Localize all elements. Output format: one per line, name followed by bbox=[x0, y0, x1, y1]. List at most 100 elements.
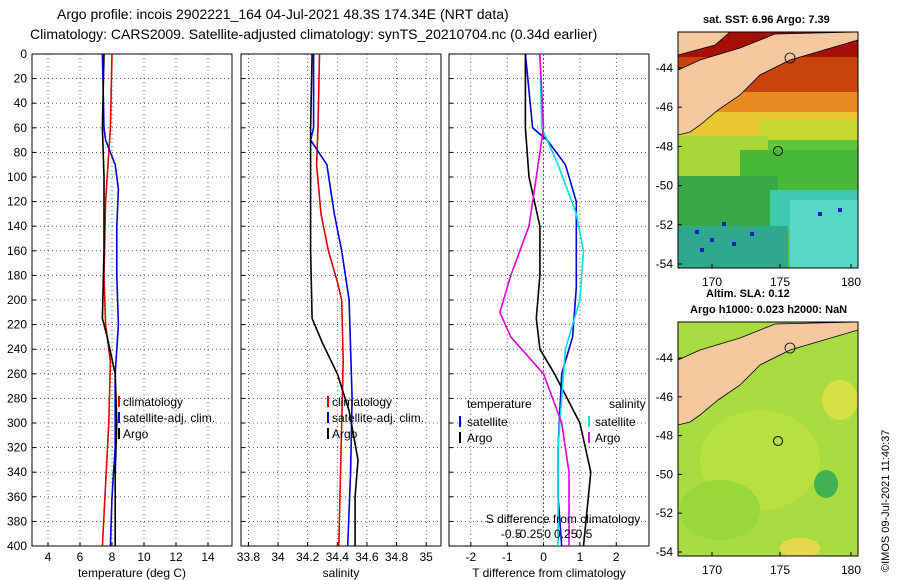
imos-credit: ©IMOS 09-Jul-2021 11:40:37 bbox=[880, 430, 892, 572]
top-map-lon-label: 175 bbox=[770, 275, 790, 289]
depth-tick-label: 140 bbox=[7, 219, 27, 233]
temperature-legend-label: satellite-adj. clim. bbox=[123, 411, 215, 425]
salinity-xtick-label: 34.6 bbox=[355, 550, 379, 564]
depth-tick-label: 60 bbox=[14, 121, 28, 135]
salinity-xtick-label: 34.4 bbox=[326, 550, 350, 564]
temperature-xtick-label: 4 bbox=[45, 550, 52, 564]
depth-tick-label: 380 bbox=[7, 514, 27, 528]
depth-tick-label: 300 bbox=[7, 416, 27, 430]
depth-tick-label: 340 bbox=[7, 465, 27, 479]
temperature-series-satellite bbox=[101, 53, 120, 547]
depth-tick-label: 200 bbox=[7, 293, 27, 307]
salinity-legend-label: Argo bbox=[332, 427, 358, 441]
sla-map-title: Altim. SLA: 0.12 bbox=[706, 288, 790, 300]
bottom-map-lon-label: 170 bbox=[702, 563, 722, 577]
top-map-lat-label: -48 bbox=[656, 139, 674, 153]
top-map-lon-label: 170 bbox=[702, 275, 722, 289]
depth-tick-label: 180 bbox=[7, 268, 27, 282]
depth-tick-label: 280 bbox=[7, 391, 27, 405]
difference-xtick-label: 0 bbox=[540, 550, 547, 564]
depth-tick-label: 160 bbox=[7, 244, 27, 258]
bottom-map-lon-label: 180 bbox=[841, 563, 861, 577]
sst-map-axis-labels: -44 -46 -48 -50 -52 -54 170 175 180 bbox=[656, 61, 862, 289]
bottom-map-lon-label: 175 bbox=[770, 563, 790, 577]
temperature-series-argo bbox=[101, 53, 118, 546]
salinity-xlabel: salinity bbox=[323, 566, 360, 580]
legend-salinity-title: salinity bbox=[609, 397, 646, 411]
bottom-map-lat-label: -46 bbox=[656, 390, 674, 404]
depth-tick-label: 20 bbox=[14, 72, 28, 86]
difference-series-argo bbox=[524, 54, 592, 547]
depth-tick-label: 100 bbox=[7, 170, 27, 184]
difference-xtick-label: -2 bbox=[465, 550, 476, 564]
temperature-xtick-label: 10 bbox=[137, 550, 151, 564]
chatham-island-outline-2 bbox=[784, 342, 796, 354]
salinity-legend-label: satellite-adj. clim. bbox=[332, 411, 424, 425]
temperature-xtick-label: 6 bbox=[77, 550, 84, 564]
depth-tick-label: 40 bbox=[14, 96, 28, 110]
temperature-legend-label: Argo bbox=[123, 427, 149, 441]
legend-temp-label: satellite bbox=[467, 415, 508, 429]
legend-sal-label: satellite bbox=[595, 415, 636, 429]
difference-xtick-label: 1 bbox=[577, 550, 584, 564]
bottom-map-lat-label: -52 bbox=[656, 506, 674, 520]
difference-series-sal_argo bbox=[499, 53, 570, 546]
sla-map-axis-labels: -44 -46 -48 -50 -52 -54 170 175 180 bbox=[656, 351, 862, 577]
top-map-lat-label: -50 bbox=[656, 179, 674, 193]
depth-tick-label: 220 bbox=[7, 318, 27, 332]
temperature-xtick-label: 14 bbox=[201, 550, 215, 564]
sla-map bbox=[678, 322, 858, 556]
south-island-landmass bbox=[678, 32, 858, 136]
sst-map-title: sat. SST: 6.96 Argo: 7.39 bbox=[703, 14, 830, 26]
depth-tick-label: 320 bbox=[7, 441, 27, 455]
depth-tick-label: 400 bbox=[7, 539, 27, 553]
depth-tick-label: 120 bbox=[7, 195, 27, 209]
s-diff-tick-label: -0.5 bbox=[501, 527, 522, 541]
salinity-xtick-label: 34 bbox=[271, 550, 285, 564]
cold-speckles bbox=[695, 208, 842, 252]
difference-xlabel: T difference from climatology bbox=[472, 566, 626, 580]
header-line-2: Climatology: CARS2009. Satellite-adjuste… bbox=[30, 26, 597, 42]
legend-sal-label: Argo bbox=[595, 431, 621, 445]
difference-series-sal_satellite bbox=[539, 53, 585, 546]
depth-tick-label: 80 bbox=[14, 145, 28, 159]
difference-profile-plot: -2 -1 0 1 2 T difference from climatology temp… bbox=[448, 53, 650, 580]
sla-map-frame bbox=[677, 321, 859, 557]
argo-position-marker bbox=[773, 146, 783, 156]
s-diff-tick-label: 0 bbox=[544, 527, 551, 541]
salinity-xtick-label: 35 bbox=[420, 550, 434, 564]
salinity-series-argo bbox=[309, 53, 359, 546]
depth-tick-label: 360 bbox=[7, 490, 27, 504]
legend-temperature-title: temperature bbox=[467, 397, 532, 411]
s-diff-tick-label: 0.25 bbox=[554, 527, 578, 541]
salinity-xtick-label: 34.8 bbox=[385, 550, 409, 564]
bottom-map-lat-label: -44 bbox=[656, 351, 674, 365]
sst-map bbox=[678, 32, 858, 268]
legend-temp-label: Argo bbox=[467, 431, 493, 445]
salinity-profile-plot: 33.8 34 34.2 34.4 34.6 34.8 35 salinity climatol… bbox=[237, 53, 442, 580]
top-map-lat-label: -44 bbox=[656, 61, 674, 75]
header-line-1: Argo profile: incois 2902221_164 04-Jul-… bbox=[57, 6, 509, 22]
temperature-series-climatology bbox=[101, 53, 113, 547]
south-island-landmass-2 bbox=[678, 322, 858, 426]
bottom-map-lat-label: -48 bbox=[656, 429, 674, 443]
difference-xtick-label: 2 bbox=[613, 550, 620, 564]
depth-tick-label: 260 bbox=[7, 367, 27, 381]
difference-xtick-label: -1 bbox=[502, 550, 513, 564]
depth-tick-label: 240 bbox=[7, 342, 27, 356]
temperature-profile-plot: 0 20 40 60 80 100 120 140 160 180 200 220 240 260 280 3… bbox=[7, 47, 233, 580]
top-map-lat-label: -54 bbox=[656, 257, 674, 271]
s-diff-axis-label: S difference from climatology bbox=[486, 512, 641, 526]
temperature-xtick-label: 8 bbox=[109, 550, 116, 564]
s-diff-tick-label: 0.5 bbox=[576, 527, 593, 541]
sla-map-subtitle: Argo h1000: 0.023 h2000: NaN bbox=[690, 304, 847, 316]
bottom-map-lat-label: -50 bbox=[656, 467, 674, 481]
landmass-north bbox=[678, 32, 731, 56]
top-map-lon-label: 180 bbox=[841, 275, 861, 289]
temperature-xtick-label: 12 bbox=[169, 550, 183, 564]
temperature-xlabel: temperature (deg C) bbox=[78, 566, 186, 580]
salinity-xtick-label: 34.2 bbox=[296, 550, 320, 564]
argo-position-marker-2 bbox=[773, 436, 783, 446]
